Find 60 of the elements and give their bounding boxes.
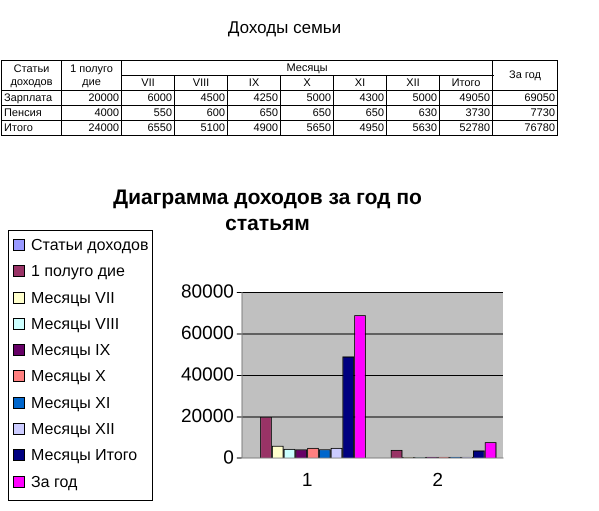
text: 6550: [122, 120, 174, 136]
text: 4900: [228, 120, 280, 136]
text: Доходы семьи: [226, 18, 342, 38]
text: 69050: [492, 90, 558, 106]
text: 650: [228, 106, 280, 120]
text: Месяцы: [122, 60, 492, 76]
text: 3730: [440, 106, 492, 120]
text: Итого: [440, 76, 492, 90]
text: 1 полуго дие: [62, 60, 122, 90]
y-tick-label: 20000: [180, 406, 234, 427]
text: 5630: [386, 120, 440, 136]
x-tick-label: 1: [302, 470, 312, 491]
text: Пенсия: [2, 106, 62, 120]
text: XI: [334, 76, 386, 90]
text: Статьи доходов: [2, 60, 62, 90]
text: 4000: [62, 106, 122, 120]
legend-label: Месяцы VIII: [30, 314, 120, 335]
legend-label: Статьи доходов: [30, 236, 148, 256]
text: За год: [492, 60, 558, 90]
y-tick-label: 0: [223, 447, 234, 468]
legend-label: Месяцы XI: [30, 394, 112, 414]
legend-label: Месяцы X: [30, 367, 107, 388]
legend-label: Месяцы IX: [30, 341, 112, 362]
text: 52780: [440, 120, 492, 136]
legend-label: Месяцы VII: [30, 288, 116, 309]
text: 650: [334, 106, 386, 120]
legend-label: За год: [30, 472, 78, 493]
text: 4250: [228, 90, 280, 106]
text: Итого: [2, 120, 62, 136]
text: 76780: [492, 120, 558, 136]
text: 7730: [492, 106, 558, 120]
text: 6000: [122, 90, 174, 106]
x-tick-label: 2: [432, 470, 443, 491]
text: VIII: [174, 76, 228, 90]
text: VII: [122, 76, 174, 90]
text: 600: [174, 106, 228, 120]
text: 5650: [280, 120, 334, 136]
legend-label: 1 полуго дие: [30, 262, 126, 282]
text: 5000: [280, 90, 334, 106]
text: 4500: [174, 90, 228, 106]
text: 20000: [62, 90, 122, 106]
text: IX: [228, 76, 280, 90]
text: 550: [122, 106, 174, 120]
text: 4300: [334, 90, 386, 106]
text: X: [280, 76, 334, 90]
text: 650: [280, 106, 334, 120]
text: 4950: [334, 120, 386, 136]
text: 630: [386, 106, 440, 120]
text: 5000: [386, 90, 440, 106]
text: 24000: [62, 120, 122, 136]
text: 5100: [174, 120, 228, 136]
y-tick-label: 80000: [180, 282, 234, 303]
text: Зарплата: [2, 90, 62, 106]
legend-label: Месяцы Итого: [30, 446, 138, 466]
text: 49050: [440, 90, 492, 106]
y-tick-label: 60000: [180, 323, 234, 344]
chart-title: Диаграмма доходов за год по статьям: [112, 185, 423, 237]
legend-label: Месяцы XII: [30, 420, 116, 440]
y-tick-label: 40000: [180, 364, 234, 386]
text: XII: [386, 76, 440, 90]
